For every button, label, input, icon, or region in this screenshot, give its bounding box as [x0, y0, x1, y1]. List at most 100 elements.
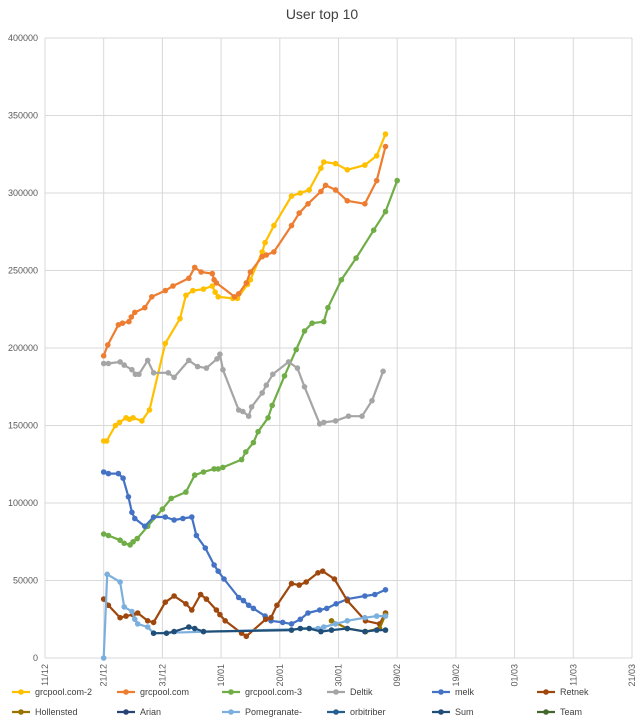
series-lines	[100, 131, 401, 661]
data-point	[322, 182, 329, 189]
data-point	[117, 359, 123, 365]
legend-item: Pomegranate-	[222, 707, 302, 717]
data-point	[263, 252, 270, 258]
data-point	[235, 594, 242, 601]
data-point	[134, 535, 140, 542]
data-point	[301, 384, 308, 390]
legend-item: orbitriber	[327, 707, 386, 717]
data-point	[328, 627, 335, 633]
data-point	[373, 177, 380, 184]
y-tick-label: 350000	[8, 111, 38, 121]
legend-swatch-marker	[543, 689, 549, 695]
legend-swatch-marker	[18, 689, 24, 695]
legend-label: Team	[560, 707, 582, 717]
data-point	[211, 562, 217, 568]
data-point	[100, 360, 107, 367]
legend-label: melk	[455, 687, 475, 697]
data-point	[150, 370, 157, 376]
data-point	[144, 357, 151, 364]
data-point	[215, 294, 221, 300]
data-point	[394, 177, 401, 184]
y-tick-label: 150000	[8, 421, 38, 431]
data-point	[265, 415, 271, 421]
data-point	[128, 314, 135, 320]
series-retnek	[100, 568, 389, 640]
data-point	[238, 456, 245, 463]
data-point	[259, 249, 266, 255]
data-point	[171, 517, 177, 523]
data-point	[297, 616, 304, 623]
data-point	[215, 466, 221, 472]
data-point	[255, 428, 261, 435]
x-tick-label: 21/12	[99, 664, 109, 687]
data-point	[163, 630, 170, 636]
data-point	[382, 143, 389, 150]
data-point	[130, 415, 136, 421]
x-tick-label: 11/03	[568, 664, 578, 686]
data-point	[189, 607, 195, 613]
data-point	[332, 621, 339, 627]
data-point	[382, 208, 389, 215]
y-tick-label: 0	[33, 653, 38, 663]
data-point	[369, 397, 375, 404]
data-point	[274, 602, 280, 609]
data-point	[117, 537, 123, 543]
legend-swatch-marker	[228, 689, 234, 695]
x-tick-label: 10/01	[216, 664, 226, 687]
legend-item: melk	[432, 687, 475, 697]
data-point	[120, 475, 126, 482]
data-point	[288, 580, 295, 587]
legend-item: grcpool.com-3	[222, 687, 302, 697]
data-point	[250, 439, 257, 446]
data-point	[247, 269, 254, 275]
data-point	[100, 469, 107, 475]
data-point	[136, 371, 142, 378]
series-line	[102, 573, 386, 659]
data-point	[288, 222, 295, 229]
data-point	[248, 404, 255, 410]
legend-swatch-marker	[123, 709, 129, 715]
x-tick-label: 19/02	[451, 664, 461, 687]
data-point	[150, 630, 157, 636]
data-point	[382, 587, 389, 593]
data-point	[180, 515, 186, 522]
data-point	[271, 222, 277, 229]
data-point	[245, 413, 252, 420]
data-point	[191, 625, 198, 632]
series-grcpool-com-3	[100, 177, 401, 548]
series-deltik	[100, 351, 386, 427]
data-point	[240, 597, 247, 604]
data-point	[162, 514, 169, 520]
legend-swatch-marker	[333, 709, 339, 715]
data-point	[121, 604, 127, 610]
data-point	[319, 568, 326, 574]
data-point	[220, 464, 226, 471]
data-point	[271, 249, 277, 255]
data-point	[288, 193, 295, 199]
data-point	[129, 608, 135, 615]
data-point	[362, 201, 368, 207]
legend-item: Hollensted	[12, 707, 78, 717]
data-point	[105, 470, 112, 477]
data-point	[294, 365, 301, 371]
data-point	[362, 628, 368, 635]
data-point	[279, 619, 286, 626]
data-point	[130, 539, 136, 545]
data-point	[168, 495, 174, 502]
legend-label: Retnek	[560, 687, 589, 697]
legend-label: grcpool.com	[140, 687, 189, 697]
series-pomegranate	[100, 571, 389, 661]
data-point	[146, 407, 153, 413]
data-point	[186, 624, 192, 630]
data-point	[134, 610, 141, 616]
data-point	[344, 198, 351, 204]
data-point	[139, 418, 145, 424]
legend-swatch-marker	[18, 709, 24, 715]
data-point	[333, 601, 340, 607]
data-point	[305, 610, 311, 616]
data-point	[288, 621, 295, 627]
data-point	[132, 616, 138, 623]
data-point	[170, 283, 176, 289]
data-point	[243, 633, 250, 640]
data-point	[281, 373, 288, 379]
